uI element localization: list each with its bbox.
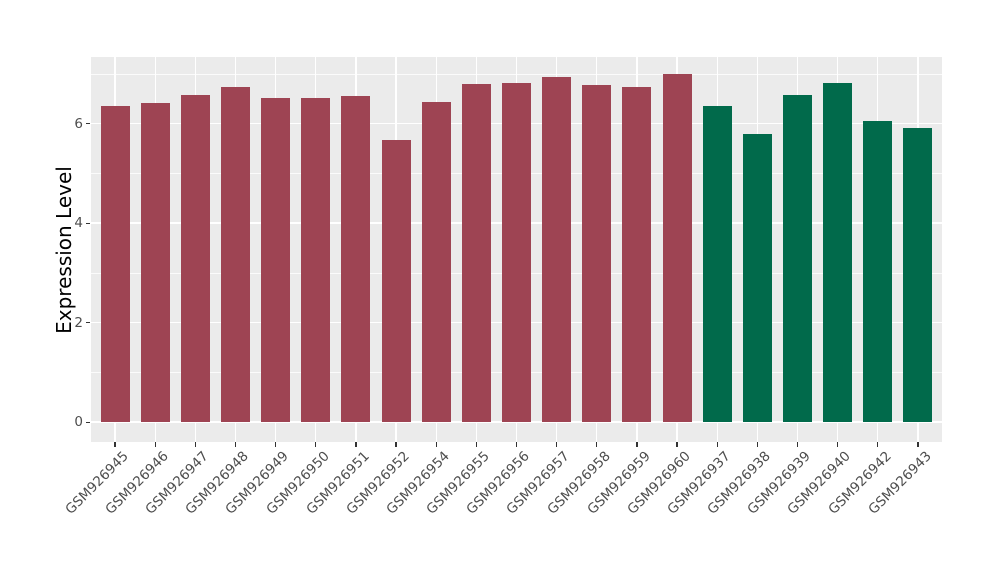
bar-GSM926954 bbox=[421, 101, 451, 423]
bar-GSM926957 bbox=[542, 76, 572, 423]
x-tick-mark bbox=[596, 442, 598, 447]
x-tick-mark bbox=[395, 442, 397, 447]
x-tick-mark bbox=[435, 442, 437, 447]
y-tick-label: 6 bbox=[74, 115, 83, 132]
x-tick-mark bbox=[114, 442, 116, 447]
x-tick-mark bbox=[315, 442, 317, 447]
x-tick-mark bbox=[154, 442, 156, 447]
x-tick-mark bbox=[676, 442, 678, 447]
y-tick-label: 0 bbox=[74, 414, 83, 431]
bar-GSM926959 bbox=[622, 87, 652, 423]
y-tick-mark bbox=[85, 123, 90, 125]
x-tick-mark bbox=[234, 442, 237, 447]
x-tick-mark bbox=[475, 442, 477, 447]
y-tick-label: 2 bbox=[74, 314, 83, 331]
x-tick-mark bbox=[917, 442, 919, 447]
bar-GSM926958 bbox=[582, 85, 612, 423]
x-tick-mark bbox=[756, 442, 758, 447]
y-tick-mark bbox=[85, 421, 90, 423]
x-tick-mark bbox=[355, 442, 357, 447]
x-tick-mark bbox=[837, 442, 839, 447]
bar-GSM926942 bbox=[863, 120, 893, 423]
chart-panel bbox=[91, 57, 942, 442]
bar-GSM926939 bbox=[782, 94, 812, 423]
x-tick-mark bbox=[636, 442, 638, 447]
bar-GSM926938 bbox=[742, 133, 772, 423]
x-tick-mark bbox=[877, 442, 879, 447]
y-axis-title: Expression Level bbox=[52, 166, 76, 334]
bar-GSM926950 bbox=[301, 98, 331, 423]
x-tick-mark bbox=[515, 442, 518, 447]
bar-GSM926955 bbox=[461, 83, 491, 423]
bar-GSM926946 bbox=[140, 102, 170, 423]
bar-GSM926956 bbox=[502, 82, 531, 423]
bar-GSM926952 bbox=[381, 139, 411, 423]
bar-GSM926940 bbox=[823, 82, 853, 423]
x-tick-mark bbox=[796, 442, 799, 447]
x-tick-mark bbox=[194, 442, 196, 447]
y-tick-mark bbox=[85, 322, 90, 324]
bar-GSM926960 bbox=[662, 74, 692, 423]
x-tick-mark bbox=[556, 442, 558, 447]
y-tick-mark bbox=[85, 222, 90, 224]
bar-GSM926948 bbox=[221, 86, 250, 423]
bar-GSM926947 bbox=[180, 95, 210, 423]
bar-GSM926937 bbox=[702, 106, 732, 423]
x-tick-mark bbox=[716, 442, 718, 447]
x-tick-mark bbox=[275, 442, 277, 447]
y-tick-label: 4 bbox=[74, 215, 83, 232]
bar-GSM926951 bbox=[341, 96, 371, 423]
bar-GSM926943 bbox=[903, 127, 933, 423]
bar-GSM926945 bbox=[100, 106, 130, 423]
bar-GSM926949 bbox=[261, 97, 291, 423]
